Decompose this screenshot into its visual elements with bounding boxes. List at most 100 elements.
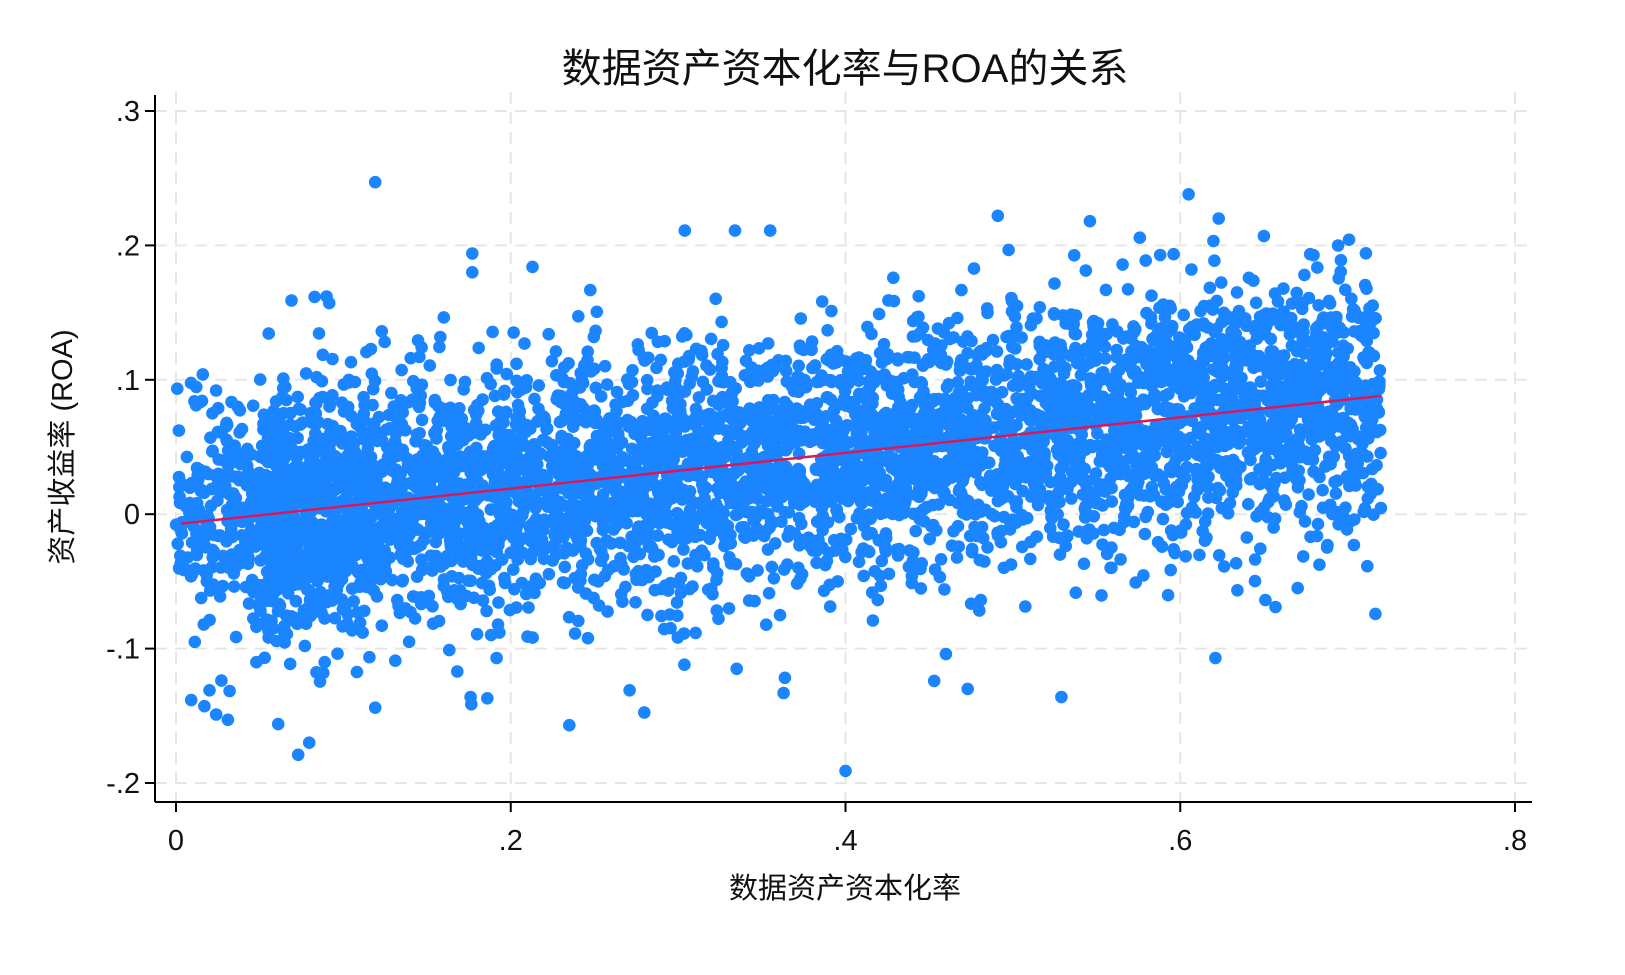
data-point	[1208, 254, 1221, 267]
data-point	[1091, 427, 1104, 440]
data-point	[995, 444, 1008, 458]
data-point	[743, 344, 756, 357]
data-point	[508, 582, 521, 596]
data-point	[793, 539, 806, 552]
data-point	[1156, 512, 1170, 526]
data-point	[1079, 503, 1092, 517]
data-point	[860, 466, 874, 480]
data-point	[1002, 329, 1015, 343]
data-point	[844, 522, 858, 536]
data-point	[672, 577, 685, 590]
data-point	[503, 603, 517, 617]
data-point	[1279, 498, 1293, 512]
data-point	[607, 523, 620, 536]
data-point	[375, 619, 389, 632]
data-point	[947, 524, 960, 538]
data-point	[847, 372, 861, 385]
data-point	[361, 431, 374, 444]
data-point	[745, 445, 759, 459]
data-point	[682, 349, 696, 363]
data-point	[496, 527, 510, 541]
data-point	[345, 430, 358, 443]
data-point	[1145, 289, 1158, 303]
data-point	[878, 368, 891, 381]
data-point	[1142, 394, 1156, 408]
data-point	[700, 383, 714, 396]
data-point	[247, 485, 261, 499]
data-point	[289, 556, 302, 570]
data-point	[325, 594, 339, 607]
data-point	[1290, 286, 1303, 300]
data-point	[1047, 348, 1060, 361]
data-point	[1223, 496, 1237, 510]
data-point	[1099, 283, 1113, 297]
data-point	[1307, 248, 1320, 262]
data-point	[1097, 523, 1111, 537]
data-point	[990, 345, 1004, 358]
data-point	[581, 631, 595, 645]
data-point	[1012, 471, 1025, 484]
data-point	[262, 631, 275, 644]
data-point	[524, 467, 537, 480]
data-point	[383, 422, 396, 435]
data-point	[479, 423, 492, 437]
data-point	[538, 411, 551, 424]
data-point	[881, 348, 895, 361]
data-point	[1232, 304, 1246, 318]
data-point	[1159, 483, 1173, 496]
data-point	[1146, 370, 1160, 383]
data-point	[1242, 497, 1255, 511]
data-point	[391, 593, 404, 607]
data-point	[877, 408, 891, 421]
data-point	[518, 378, 532, 392]
data-point	[915, 557, 928, 570]
data-point	[1259, 320, 1273, 333]
data-point	[229, 630, 243, 644]
data-point	[1107, 521, 1121, 535]
data-point	[1310, 327, 1323, 340]
data-point	[1098, 352, 1112, 365]
data-point	[1196, 524, 1209, 538]
data-point	[298, 639, 312, 653]
data-point	[200, 575, 214, 588]
data-point	[390, 449, 404, 463]
data-point	[1158, 359, 1171, 372]
data-point	[1123, 451, 1136, 465]
data-point	[274, 493, 288, 507]
data-point	[794, 342, 807, 355]
data-point	[795, 567, 809, 581]
data-point	[404, 605, 417, 619]
data-point	[568, 571, 582, 585]
data-point	[610, 405, 623, 418]
data-point	[289, 594, 303, 608]
data-point	[495, 553, 509, 566]
data-point	[442, 590, 455, 604]
data-point	[1254, 375, 1268, 389]
data-point	[316, 348, 330, 362]
data-point	[572, 310, 585, 323]
data-point	[1291, 481, 1305, 494]
data-point	[361, 551, 374, 564]
data-point	[545, 354, 559, 368]
data-point	[279, 542, 293, 556]
data-point	[173, 496, 187, 510]
data-point	[995, 385, 1009, 399]
data-point	[1080, 397, 1094, 410]
data-point	[476, 594, 490, 607]
data-point	[1011, 438, 1024, 452]
data-point	[762, 586, 776, 600]
data-point	[542, 450, 556, 463]
data-point	[445, 526, 459, 539]
data-point	[819, 493, 832, 507]
data-point	[1024, 535, 1037, 549]
data-point	[1245, 444, 1259, 458]
data-point	[910, 311, 924, 324]
data-point	[507, 326, 520, 339]
data-point	[994, 535, 1008, 549]
data-point	[519, 587, 533, 601]
data-point	[426, 617, 440, 630]
data-point	[1316, 483, 1329, 497]
data-point	[1249, 296, 1263, 310]
data-point	[1332, 518, 1345, 531]
data-point	[492, 596, 505, 609]
